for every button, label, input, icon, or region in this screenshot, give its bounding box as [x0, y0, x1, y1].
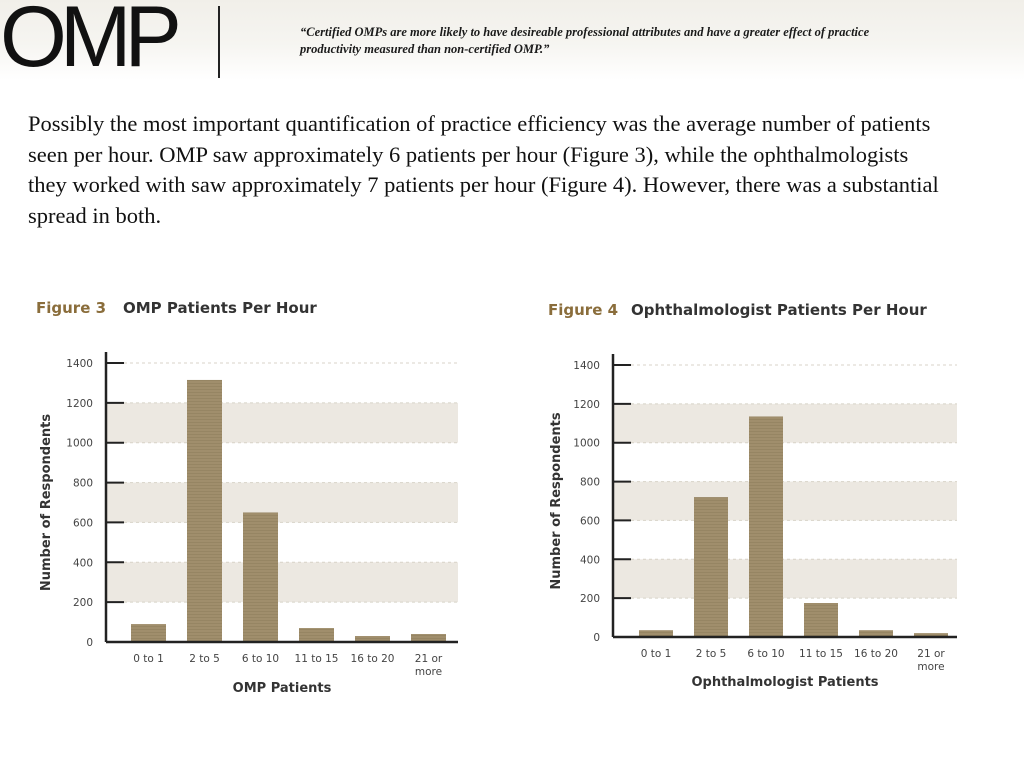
x-tick-label: 0 to 1 [641, 648, 672, 660]
x-tick-label: 21 or more [917, 648, 945, 673]
bar [749, 416, 783, 637]
grid-band [106, 482, 458, 523]
chart-title: OMP Patients Per Hour [123, 299, 317, 317]
y-tick-label: 600 [580, 515, 600, 527]
x-tick-label: 6 to 10 [242, 653, 279, 665]
y-tick-label: 1000 [573, 438, 600, 450]
y-axis-label: Number of Respondents [549, 412, 564, 590]
x-tick-label: 11 to 15 [799, 648, 843, 660]
logo-divider [218, 6, 220, 78]
body-paragraph: Possibly the most important quantificati… [28, 111, 939, 228]
x-axis-label: Ophthalmologist Patients [691, 675, 878, 690]
bar [411, 634, 446, 642]
y-tick-label: 400 [73, 557, 93, 569]
bar [355, 636, 390, 642]
x-tick-label: 2 to 5 [696, 648, 727, 660]
y-tick-label: 800 [580, 477, 600, 489]
x-tick-label: 6 to 10 [747, 648, 784, 660]
x-tick-label: 0 to 1 [133, 653, 164, 665]
y-tick-label: 1200 [573, 399, 600, 411]
y-tick-label: 1400 [573, 360, 600, 372]
y-tick-label: 200 [73, 597, 93, 609]
bar [914, 633, 948, 637]
y-tick-label: 800 [73, 478, 93, 490]
x-axis-label: OMP Patients [233, 681, 332, 696]
x-tick-label: 16 to 20 [854, 648, 898, 660]
grid-band [613, 559, 957, 599]
bar [859, 630, 893, 637]
bar [187, 379, 222, 642]
grid-band [613, 481, 957, 521]
grid-band [106, 562, 458, 603]
bar [639, 630, 673, 637]
bar [131, 624, 166, 642]
x-tick-label: 16 to 20 [351, 653, 395, 665]
y-axis-label: Number of Respondents [39, 414, 54, 592]
grid-band [106, 402, 458, 443]
x-tick-label: 11 to 15 [295, 653, 339, 665]
y-tick-label: 1000 [66, 438, 93, 450]
bar [299, 628, 334, 642]
figure-3-label: Figure 3 [36, 299, 107, 317]
x-tick-label: 21 or more [415, 653, 443, 678]
bar [694, 497, 728, 637]
y-tick-label: 1200 [66, 398, 93, 410]
y-tick-label: 400 [580, 554, 600, 566]
bar [243, 512, 278, 642]
figure-4-label: Figure 4 [548, 301, 619, 319]
header-quote: “Certified OMPs are more likely to have … [300, 25, 870, 56]
y-tick-label: 0 [593, 632, 600, 644]
x-tick-label: 2 to 5 [189, 653, 220, 665]
omp-logo: OMP [0, 0, 182, 85]
y-tick-label: 200 [580, 593, 600, 605]
y-tick-label: 1400 [66, 358, 93, 370]
y-tick-label: 0 [86, 637, 93, 649]
y-tick-label: 600 [73, 517, 93, 529]
header-band [0, 0, 1024, 80]
bar [804, 603, 838, 637]
grid-band [613, 403, 957, 443]
chart-title: Ophthalmologist Patients Per Hour [631, 301, 927, 319]
